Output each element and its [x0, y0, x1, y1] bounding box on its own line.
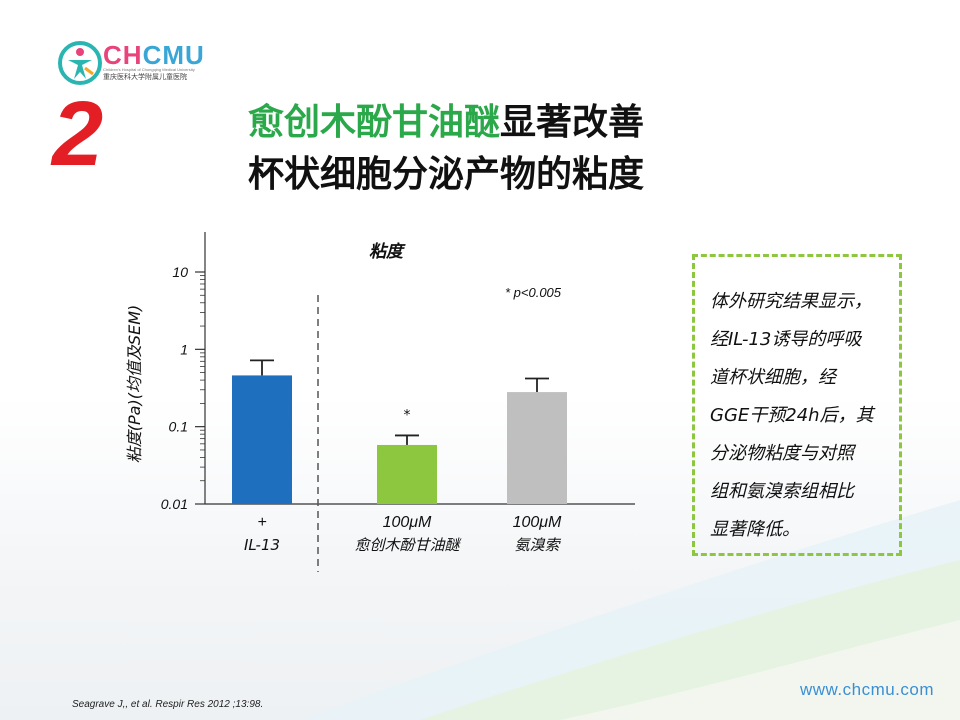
conclusion-line: 道杯状细胞，经	[710, 367, 836, 388]
citation: Seagrave J,, et al. Respir Res 2012 ;13:…	[72, 699, 264, 710]
brand-ch: CH	[103, 40, 143, 70]
y-tick-label: 0.01	[161, 496, 188, 512]
brand-subtitle-cn: 重庆医科大学附属儿童医院	[103, 73, 187, 81]
bar	[377, 444, 437, 504]
significance-star: *	[404, 407, 411, 423]
title-line-1: 愈创木酚甘油醚显著改善	[248, 103, 644, 143]
conclusion-line: 显著降低。	[710, 519, 800, 540]
conclusion-line: 分泌物粘度与对照	[710, 443, 854, 464]
conclusion-box: 体外研究结果显示， 经IL-13诱导的呼吸 道杯状细胞，经 GGE干预24h后，…	[692, 254, 902, 556]
website-url[interactable]: www.chcmu.com	[800, 680, 935, 699]
bar	[507, 392, 567, 504]
brand-cmu: CMU	[142, 40, 205, 70]
category-label-line1: 100μM	[513, 514, 562, 531]
conclusion-line: 经IL-13诱导的呼吸	[710, 329, 862, 350]
chart-title: 粘度	[369, 242, 406, 262]
bar	[232, 375, 292, 504]
conclusion-line: 组和氨溴索组相比	[710, 481, 854, 502]
significance-note: * p<0.005	[505, 285, 562, 300]
category-label-line2: IL-13	[244, 536, 280, 554]
y-axis-label: 粘度(Pa)(均值及SEM)	[125, 305, 144, 464]
category-label-line1: 100μM	[383, 514, 432, 531]
category-label-line2: 愈创木酚甘油醚	[354, 536, 462, 554]
conclusion-line: 体外研究结果显示，	[710, 291, 872, 312]
category-label-line2: 氨溴索	[514, 536, 561, 554]
title-effect: 显著改善	[500, 102, 645, 143]
y-tick-label: 0.1	[169, 419, 188, 435]
y-tick-label: 1	[180, 341, 188, 357]
hospital-logo-icon	[58, 41, 102, 85]
title-drug-name: 愈创木酚甘油醚	[248, 102, 501, 143]
conclusion-line: GGE干预24h后，其	[710, 405, 874, 426]
y-tick-label: 10	[172, 264, 188, 280]
brand-subtitle-en: Children's Hospital of Chongqing Medical…	[103, 67, 195, 72]
title-line-2: 杯状细胞分泌产物的粘度	[248, 154, 645, 195]
category-label-line1: +	[257, 514, 266, 531]
brand-name: CHCMU	[103, 40, 205, 71]
section-number: 2	[52, 83, 104, 185]
